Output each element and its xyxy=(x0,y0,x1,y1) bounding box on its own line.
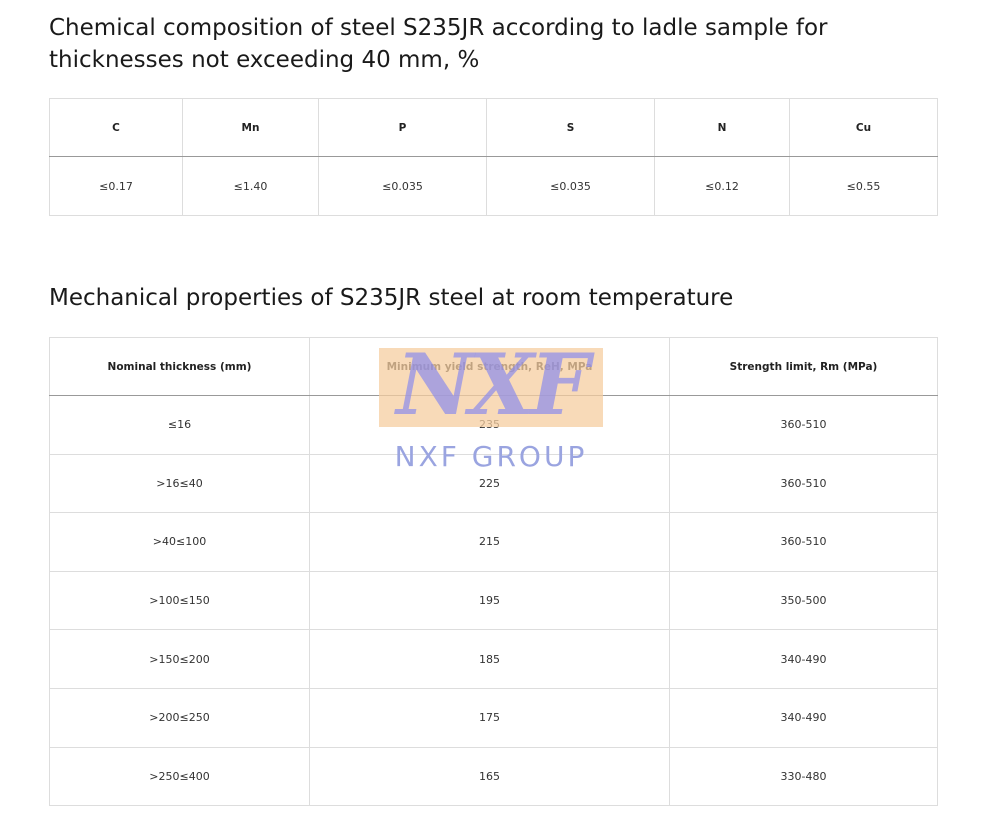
cell: ≤0.12 xyxy=(654,156,790,216)
row: >250≤400 165 330-480 xyxy=(49,746,938,807)
watermark-box xyxy=(379,348,603,427)
header-cell: S xyxy=(486,98,655,157)
heading: Chemical composition of steel S235JR acc… xyxy=(49,15,828,73)
cell: 340-490 xyxy=(669,629,938,689)
header-cell: Nominal thickness (mm) xyxy=(49,337,310,396)
header-cell: Mn xyxy=(182,98,319,157)
row: >150≤200 185 340-490 xyxy=(49,629,938,689)
cell: 195 xyxy=(309,570,670,631)
cell: 360-510 xyxy=(669,395,938,455)
composition-table: C Mn P S N Cu ≤0.17 ≤1.40 ≤0.035 ≤0.035 ≤0.12 ≤0.55 xyxy=(49,98,938,216)
cell: ≤0.17 xyxy=(49,156,183,216)
header-cell: N xyxy=(654,98,790,157)
cell: ≤0.55 xyxy=(789,156,938,216)
header-cell: C xyxy=(49,98,183,157)
cell: >40≤100 xyxy=(49,512,310,572)
cell: 165 xyxy=(309,746,670,807)
cell: ≤1.40 xyxy=(182,156,319,216)
row: >40≤100 215 360-510 xyxy=(49,512,938,572)
row: >200≤250 175 340-490 xyxy=(49,687,938,748)
cell: >16≤40 xyxy=(49,453,310,514)
header-cell: P xyxy=(318,98,487,157)
header-cell: Strength limit, Rm (MPa) xyxy=(669,337,938,396)
cell: 340-490 xyxy=(669,687,938,748)
cell: 175 xyxy=(309,687,670,748)
row: >100≤150 195 350-500 xyxy=(49,570,938,631)
cell: 350-500 xyxy=(669,570,938,631)
cell: >250≤400 xyxy=(49,746,310,807)
cell: ≤16 xyxy=(49,395,310,455)
row: ≤0.17 ≤1.40 ≤0.035 ≤0.035 ≤0.12 ≤0.55 xyxy=(49,156,938,216)
cell: >200≤250 xyxy=(49,687,310,748)
watermark-logo: NXF xyxy=(396,335,590,434)
heading: Mechanical properties of S235JR steel at… xyxy=(49,285,734,311)
cell: 360-510 xyxy=(669,512,938,572)
cell: 185 xyxy=(309,629,670,689)
cell: 215 xyxy=(309,512,670,572)
cell: 225 xyxy=(309,453,670,514)
watermark-text: NXF GROUP xyxy=(394,440,588,473)
cell: >150≤200 xyxy=(49,629,310,689)
cell: ≤0.035 xyxy=(486,156,655,216)
cell: >100≤150 xyxy=(49,570,310,631)
header-cell: Cu xyxy=(789,98,938,157)
cell: ≤0.035 xyxy=(318,156,487,216)
cell: 330-480 xyxy=(669,746,938,807)
cell: 360-510 xyxy=(669,453,938,514)
row: >16≤40 225 360-510 xyxy=(49,453,938,514)
properties-table: Nominal thickness (mm)Minimum yield stre… xyxy=(49,337,938,807)
header-row: C Mn P S N Cu xyxy=(49,98,938,157)
